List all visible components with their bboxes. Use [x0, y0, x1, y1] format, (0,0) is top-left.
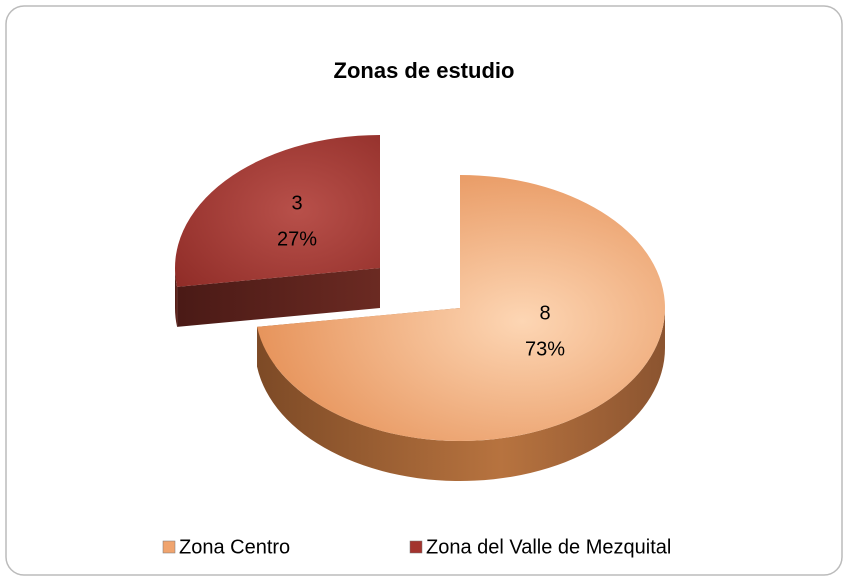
slice-cut-face: [177, 268, 380, 327]
pie-slice-group: [174, 135, 380, 327]
legend-swatch: [162, 540, 176, 554]
slice-side: [175, 268, 178, 327]
pie-slice: [174, 135, 380, 287]
data-label-value: 8: [539, 302, 550, 324]
legend-label: Zona Centro: [179, 536, 290, 558]
slice-side: [257, 308, 665, 482]
pie-slice: [257, 175, 665, 441]
data-label-percent: 73%: [525, 338, 565, 360]
data-label-percent: 27%: [277, 228, 317, 250]
data-label-value: 3: [291, 192, 302, 214]
legend-label: Zona del Valle de Mezquital: [426, 536, 671, 558]
chart-title: Zonas de estudio: [334, 58, 515, 83]
pie-slice-group: [257, 175, 665, 482]
chart-frame: [5, 5, 843, 576]
legend-swatch: [409, 540, 423, 554]
